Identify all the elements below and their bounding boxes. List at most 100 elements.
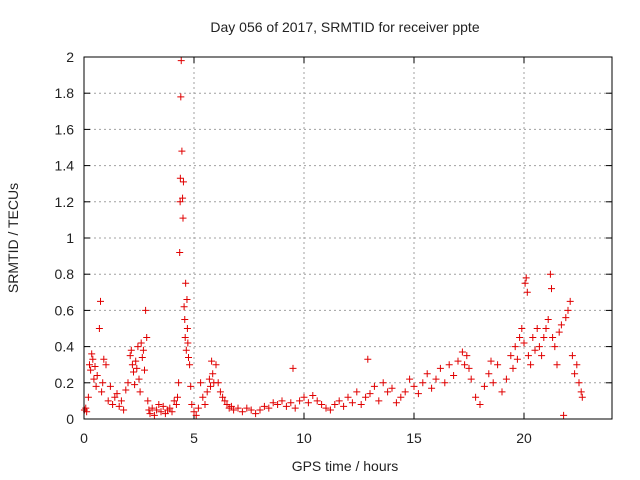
data-point xyxy=(127,346,135,354)
data-point xyxy=(192,411,200,419)
data-point xyxy=(207,382,214,390)
data-point xyxy=(309,391,317,399)
data-point xyxy=(182,279,190,287)
data-point xyxy=(331,401,339,409)
data-point xyxy=(362,393,370,401)
data-point xyxy=(84,393,92,401)
data-point xyxy=(168,408,176,416)
data-point xyxy=(113,390,121,398)
data-point xyxy=(138,353,146,361)
data-point xyxy=(102,361,110,369)
data-point xyxy=(521,279,529,287)
data-point xyxy=(176,174,184,182)
y-axis-ticks: 0 0.2 0.4 0.6 0.8 1 1.2 1.4 1.6 1.8 2 xyxy=(55,49,612,427)
y-tick-label: 0.2 xyxy=(55,375,75,391)
x-axis-ticks: 0 5 10 15 20 xyxy=(80,57,532,446)
data-point xyxy=(300,393,308,401)
data-point xyxy=(480,382,488,390)
data-point xyxy=(535,343,543,351)
data-point xyxy=(313,397,321,405)
data-point xyxy=(454,357,462,365)
data-point xyxy=(357,401,365,409)
data-point xyxy=(170,397,178,405)
data-point xyxy=(186,361,194,369)
data-point xyxy=(461,361,469,369)
data-point xyxy=(137,339,145,347)
data-point xyxy=(97,297,104,305)
data-point xyxy=(148,404,156,412)
x-tick-label: 20 xyxy=(516,430,532,446)
x-tick-label: 0 xyxy=(80,430,88,446)
data-point xyxy=(557,321,565,329)
data-point xyxy=(172,401,180,409)
data-point xyxy=(340,402,348,410)
data-point xyxy=(522,274,530,282)
data-point xyxy=(159,402,167,410)
data-point xyxy=(560,411,568,419)
data-point xyxy=(364,355,372,363)
data-point xyxy=(533,325,541,332)
data-point xyxy=(133,364,141,372)
data-point xyxy=(260,402,268,410)
data-point xyxy=(177,93,185,101)
data-point xyxy=(182,346,190,354)
data-point xyxy=(335,397,343,405)
y-tick-label: 0.6 xyxy=(55,302,75,318)
data-point xyxy=(502,375,510,383)
data-point xyxy=(410,382,418,390)
data-point xyxy=(318,401,326,409)
data-point xyxy=(180,303,188,311)
data-point xyxy=(366,390,374,398)
data-point xyxy=(131,381,139,389)
data-point xyxy=(375,397,383,405)
data-point xyxy=(401,388,409,396)
data-point xyxy=(181,315,189,323)
y-tick-label: 1.2 xyxy=(55,194,75,210)
data-point xyxy=(513,355,521,363)
data-point xyxy=(476,401,484,409)
data-point xyxy=(234,404,242,412)
data-point xyxy=(139,346,147,354)
data-point xyxy=(441,379,449,387)
y-tick-label: 1 xyxy=(66,230,74,246)
data-point xyxy=(120,406,128,414)
data-point xyxy=(291,404,299,412)
data-point xyxy=(553,361,561,369)
data-point xyxy=(577,388,585,396)
data-point xyxy=(109,401,117,409)
data-point xyxy=(238,408,246,416)
data-point xyxy=(256,406,264,414)
data-point xyxy=(463,352,471,360)
data-point xyxy=(322,404,330,412)
data-point xyxy=(205,375,213,383)
data-point xyxy=(208,357,216,365)
data-point xyxy=(524,352,532,360)
data-point xyxy=(548,285,555,293)
y-tick-label: 2 xyxy=(66,49,74,65)
data-point xyxy=(348,399,356,407)
data-point xyxy=(509,364,517,372)
data-point xyxy=(132,357,140,365)
data-point xyxy=(184,339,192,347)
data-point xyxy=(153,406,161,414)
data-point xyxy=(89,355,97,363)
data-point xyxy=(578,393,586,401)
data-point xyxy=(104,397,112,405)
data-point xyxy=(274,401,282,409)
data-point xyxy=(187,382,195,390)
data-point xyxy=(91,363,99,371)
data-point xyxy=(106,382,114,390)
data-point xyxy=(566,297,574,305)
data-point xyxy=(188,401,196,409)
data-point xyxy=(181,334,189,342)
data-point xyxy=(487,357,495,365)
data-point xyxy=(93,372,101,380)
data-point xyxy=(546,270,554,278)
data-point xyxy=(88,350,96,358)
y-tick-label: 0.8 xyxy=(55,266,75,282)
data-point xyxy=(551,343,559,351)
data-point xyxy=(221,397,229,405)
y-tick-label: 1.8 xyxy=(55,85,75,101)
data-point xyxy=(423,370,431,378)
